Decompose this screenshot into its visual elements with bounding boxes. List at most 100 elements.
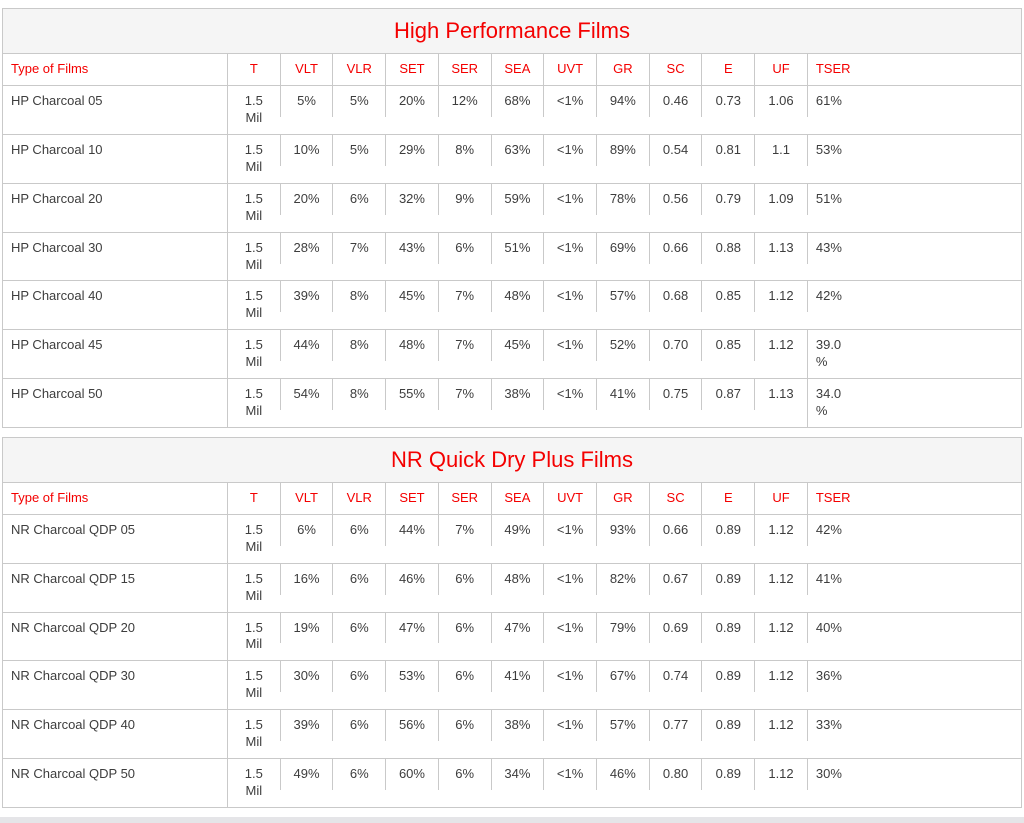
- film-name-cell: HP Charcoal 50: [11, 385, 103, 401]
- value-cell: 0.46: [648, 86, 702, 118]
- header-cell: T: [226, 483, 280, 515]
- value-cell: 78%: [595, 183, 649, 215]
- value-cell: 54%: [279, 378, 333, 410]
- value-cell: 7%: [437, 515, 491, 546]
- value-cell: 7%: [437, 281, 491, 313]
- value-cell: 1.12: [754, 563, 807, 595]
- header-cell: GR: [595, 54, 649, 86]
- value-cell: 5%: [332, 86, 385, 118]
- page-bottom-strip: [0, 816, 1024, 823]
- value-cell: 44%: [385, 515, 438, 546]
- value-cell: 6%: [279, 515, 333, 546]
- value-cell: 20%: [279, 183, 333, 215]
- table-row: NR Charcoal QDP 40 1.5 Mil 39% 6% 56% 6% 38% <1…: [3, 710, 1021, 759]
- value-cell: 0.80: [648, 758, 702, 790]
- value-cell: 0.89: [701, 758, 754, 790]
- value-cell: 0.67: [648, 563, 702, 595]
- value-cell: 49%: [279, 758, 333, 790]
- value-cell: <1%: [543, 612, 596, 644]
- film-name-cell: HP Charcoal 10: [11, 142, 103, 158]
- value-cell: 1.5 Mil: [226, 563, 280, 612]
- value-cell: 61%: [806, 86, 1021, 118]
- value-cell: 5%: [332, 135, 385, 166]
- table-row: NR Charcoal QDP 05 1.5 Mil 6% 6% 44% 7% 49% <1%…: [3, 515, 1021, 564]
- value-cell: 6%: [332, 515, 385, 546]
- value-cell: 32%: [385, 183, 438, 215]
- value-cell: 1.12: [754, 612, 807, 644]
- value-cell: 48%: [490, 563, 544, 595]
- value-cell: 41%: [490, 661, 544, 693]
- header-cell: SET: [385, 483, 438, 515]
- value-cell: 45%: [385, 281, 438, 313]
- value-cell: 0.89: [701, 661, 754, 693]
- header-cell: SET: [385, 54, 438, 86]
- films-table-nr-quick-dry-plus: NR Quick Dry Plus Films Type of Films T VL…: [2, 436, 1022, 808]
- header-cell: UF: [754, 54, 807, 86]
- value-cell: 47%: [490, 612, 544, 644]
- value-cell: 0.74: [648, 661, 702, 693]
- value-cell: <1%: [543, 330, 596, 362]
- value-cell: 30%: [806, 758, 1021, 790]
- film-name-cell: NR Charcoal QDP 30: [11, 668, 136, 684]
- value-cell: 0.69: [648, 612, 702, 644]
- value-cell: 60%: [385, 758, 438, 790]
- header-cell: SEA: [490, 54, 544, 86]
- value-cell: 6%: [332, 563, 385, 595]
- table-header-row: Type of Films T VLT VLR SET SER SEA UVT GR SC E UF T…: [3, 483, 1021, 516]
- value-cell: <1%: [543, 232, 596, 264]
- value-cell: 1.5 Mil: [226, 661, 280, 710]
- table-row: NR Charcoal QDP 15 1.5 Mil 16% 6% 46% 6% 48% <1…: [3, 563, 1021, 613]
- value-cell: 0.87: [701, 378, 754, 410]
- value-cell: 0.81: [701, 135, 754, 166]
- value-cell: 6%: [437, 758, 491, 790]
- value-cell: 19%: [279, 612, 333, 644]
- value-cell: 43%: [806, 232, 1021, 264]
- header-cell: Type of Films: [11, 61, 89, 77]
- table-title: NR Quick Dry Plus Films: [3, 437, 1021, 484]
- value-cell: 6%: [332, 710, 385, 742]
- value-cell: 29%: [385, 135, 438, 166]
- value-cell: 1.5 Mil: [226, 330, 280, 378]
- value-cell: 6%: [332, 183, 385, 215]
- value-cell: <1%: [543, 378, 596, 410]
- value-cell: 59%: [490, 183, 544, 215]
- value-cell: 39%: [279, 710, 333, 742]
- value-cell: 34.0 %: [806, 378, 1021, 427]
- film-name-cell: HP Charcoal 40: [11, 288, 103, 304]
- film-name-cell: NR Charcoal QDP 20: [11, 619, 136, 635]
- header-cell: T: [226, 54, 280, 86]
- header-cell: E: [701, 54, 754, 86]
- value-cell: 94%: [595, 86, 649, 118]
- value-cell: 38%: [490, 378, 544, 410]
- value-cell: 1.12: [754, 710, 807, 742]
- value-cell: 36%: [806, 661, 1021, 693]
- header-cell: SER: [437, 483, 491, 515]
- header-cell: SC: [648, 54, 702, 86]
- film-name-cell: HP Charcoal 45: [11, 337, 103, 353]
- header-cell: UVT: [543, 54, 596, 86]
- value-cell: <1%: [543, 515, 596, 546]
- value-cell: 0.75: [648, 378, 702, 410]
- value-cell: 63%: [490, 135, 544, 166]
- value-cell: 1.5 Mil: [226, 515, 280, 563]
- value-cell: <1%: [543, 563, 596, 595]
- value-cell: 47%: [385, 612, 438, 644]
- table-header-row: Type of Films T VLT VLR SET SER SEA UVT GR SC E UF T…: [3, 54, 1021, 87]
- value-cell: 12%: [437, 86, 491, 118]
- header-cell: UVT: [543, 483, 596, 515]
- value-cell: 1.5 Mil: [226, 758, 280, 807]
- value-cell: 8%: [332, 281, 385, 313]
- table-row: HP Charcoal 45 1.5 Mil 44% 8% 48% 7% 45% <1% 52%…: [3, 330, 1021, 379]
- header-cell: SC: [648, 483, 702, 515]
- value-cell: 33%: [806, 710, 1021, 742]
- table-body: Type of Films T VLT VLR SET SER SEA UVT GR SC E UF T…: [3, 54, 1021, 427]
- film-name-cell: HP Charcoal 20: [11, 190, 103, 206]
- value-cell: 44%: [279, 330, 333, 362]
- value-cell: 30%: [279, 661, 333, 693]
- films-table-high-performance: High Performance Films Type of Films T VLT…: [2, 8, 1022, 428]
- value-cell: 6%: [437, 563, 491, 595]
- value-cell: <1%: [543, 758, 596, 790]
- value-cell: 41%: [595, 378, 649, 410]
- value-cell: 39%: [279, 281, 333, 313]
- value-cell: 46%: [595, 758, 649, 790]
